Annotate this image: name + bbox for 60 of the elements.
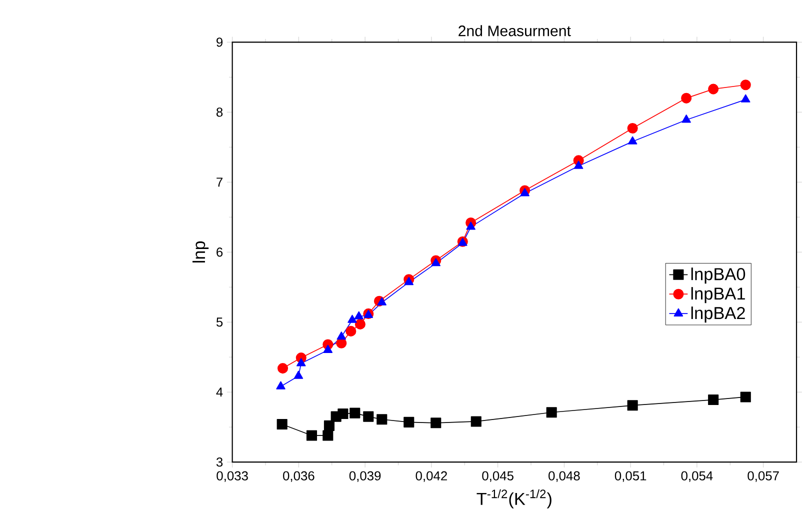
point bbox=[466, 222, 476, 230]
point bbox=[430, 418, 442, 428]
point bbox=[346, 326, 356, 337]
point bbox=[354, 319, 366, 330]
point bbox=[404, 277, 414, 286]
point bbox=[627, 123, 638, 134]
point bbox=[574, 160, 584, 170]
x-tick-label: 0,051 bbox=[614, 471, 646, 482]
point bbox=[404, 417, 414, 428]
point bbox=[546, 407, 557, 418]
point bbox=[336, 332, 346, 340]
point bbox=[627, 400, 638, 411]
chart-title: 2nd Measurment bbox=[458, 25, 571, 36]
point bbox=[520, 188, 530, 196]
point bbox=[376, 414, 388, 425]
y-tick-label: 4 bbox=[216, 388, 223, 397]
point bbox=[323, 344, 333, 354]
point bbox=[363, 411, 374, 422]
point bbox=[470, 416, 482, 427]
x-tick-label: 0,042 bbox=[416, 471, 447, 482]
point bbox=[681, 93, 692, 104]
point bbox=[338, 408, 348, 420]
point bbox=[306, 430, 318, 441]
point bbox=[322, 430, 334, 441]
y-axis-title: lnp bbox=[192, 242, 209, 263]
point bbox=[708, 84, 719, 95]
y-tick-label: 7 bbox=[216, 178, 222, 187]
point bbox=[740, 80, 751, 90]
x-tick-label: 0,033 bbox=[216, 471, 248, 482]
y-tick-label: 5 bbox=[216, 318, 223, 327]
point bbox=[324, 420, 335, 432]
point bbox=[294, 370, 304, 380]
point bbox=[277, 363, 288, 374]
point bbox=[431, 258, 440, 266]
point bbox=[354, 311, 364, 320]
legend-label: lnpBA0 bbox=[691, 268, 746, 284]
point bbox=[296, 358, 306, 366]
point bbox=[276, 381, 286, 390]
point bbox=[628, 136, 638, 145]
y-tick-label: 3 bbox=[216, 458, 223, 467]
point bbox=[350, 408, 360, 419]
point bbox=[708, 394, 719, 406]
x-tick-label: 0,045 bbox=[482, 471, 514, 482]
x-axis-title: T$^{-1/2}$(K$^{-1/2}$) bbox=[476, 490, 552, 509]
x-tick-label: 0,036 bbox=[283, 471, 314, 482]
point bbox=[741, 94, 750, 103]
point bbox=[740, 392, 751, 402]
y-tick-label: 9 bbox=[216, 38, 223, 47]
y-tick-label: 8 bbox=[216, 108, 223, 117]
x-tick-label: 0,048 bbox=[548, 471, 580, 482]
y-tick-label: 6 bbox=[216, 248, 223, 257]
point bbox=[377, 297, 387, 306]
legend-label: lnpBA2 bbox=[691, 306, 745, 323]
x-tick-label: 0,054 bbox=[681, 471, 713, 482]
x-tick-label: 0,039 bbox=[349, 471, 381, 482]
legend-label: lnpBA1 bbox=[691, 287, 745, 304]
x-tick-label: 0,057 bbox=[748, 471, 779, 482]
point bbox=[348, 314, 357, 324]
point bbox=[276, 419, 288, 430]
point bbox=[682, 114, 691, 123]
